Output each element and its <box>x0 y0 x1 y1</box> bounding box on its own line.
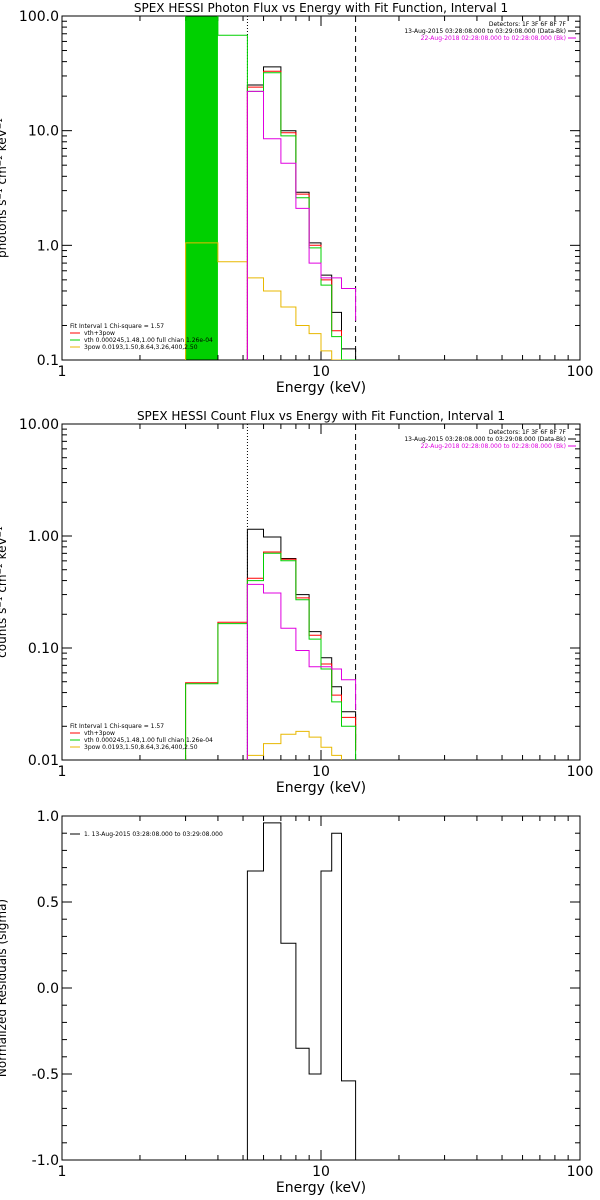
annotation-text: 13-Aug-2015 03:28:08.000 to 03:29:08.000… <box>404 28 566 35</box>
y-tick-label: 0.10 <box>28 641 59 657</box>
y-tick-label: 1.0 <box>37 809 59 825</box>
legend-entry-label: 3pow 0.0193,1.50,8.64,3.26,400,2.50 <box>84 744 198 751</box>
legend-entry-label: vth 0.000245,1.48,1.00 full chian 1.26e-… <box>84 337 213 344</box>
x-tick-label: 10 <box>312 1164 330 1180</box>
x-tick-label: 10 <box>312 364 330 380</box>
y-tick-label: -1.0 <box>32 1153 59 1169</box>
plot-area <box>185 16 357 360</box>
y-tick-label: 1.0 <box>37 238 59 254</box>
y-tick-label: 0.1 <box>37 353 59 369</box>
annotation-text: 13-Aug-2015 03:28:08.000 to 03:29:08.000… <box>404 436 566 443</box>
x-tick-label: 100 <box>567 1164 594 1180</box>
chart-panel-1: SPEX HESSI Photon Flux vs Energy with Fi… <box>0 1 594 396</box>
plot-area <box>185 528 357 760</box>
chart-title: SPEX HESSI Photon Flux vs Energy with Fi… <box>134 1 508 15</box>
x-axis-label: Energy (keV) <box>276 380 366 396</box>
chart-title: SPEX HESSI Count Flux vs Energy with Fit… <box>137 409 505 423</box>
annotation-text: Detectors: 1F 3F 6F 8F 7F <box>489 429 567 436</box>
chart-panel-2: SPEX HESSI Count Flux vs Energy with Fit… <box>0 409 593 796</box>
series-3-step-line <box>185 242 342 360</box>
x-tick-label: 10 <box>312 764 330 780</box>
x-axis-label: Energy (keV) <box>276 1180 366 1196</box>
series-4-step-line <box>246 90 357 360</box>
series-4-step-line <box>246 583 357 760</box>
y-tick-label: 100.0 <box>19 9 59 25</box>
legend-entry-label: vth+3pow <box>84 330 115 337</box>
annotation-text: Detectors: 1F 3F 6F 8F 7F <box>489 21 567 28</box>
chart-panel-3: 1 10 100 -1.0 -0.5 0.0 0.5 1.0 Energy (keV) Norma… <box>0 809 593 1196</box>
y-tick-label: 0.5 <box>37 895 59 911</box>
series-0-step-line <box>246 822 357 1160</box>
plot-frame <box>61 423 581 761</box>
legend-header: Fit Interval 1 Chi-square = 1.57 <box>70 723 164 730</box>
y-tick-label: -0.5 <box>32 1067 59 1083</box>
y-tick-label: 0.0 <box>37 981 59 997</box>
y-axis-label: photons s⁻¹ cm⁻² keV⁻¹ <box>0 118 9 258</box>
legend-entry-label: 1. 13-Aug-2015 03:28:08.000 to 03:29:08.… <box>84 831 223 838</box>
series-3-step-line <box>246 730 342 760</box>
series-2-step-line <box>185 552 357 760</box>
y-axis-label: counts s⁻¹ cm⁻² keV⁻¹ <box>0 526 9 658</box>
x-tick-label: 1 <box>58 1164 67 1180</box>
y-tick-label: 1.00 <box>28 529 59 545</box>
y-tick-label: 10.00 <box>19 417 59 433</box>
plot-frame <box>61 15 581 361</box>
y-tick-label: 10.0 <box>28 124 59 140</box>
y-axis-label: Normalized Residuals (sigma) <box>0 899 9 1077</box>
legend-entry-label: 3pow 0.0193,1.50,8.64,3.26,400,2.50 <box>84 344 198 351</box>
plot-area <box>246 822 357 1160</box>
legend-entry-label: vth 0.000245,1.48,1.00 full chian 1.26e-… <box>84 737 213 744</box>
annotation-text: 22-Aug-2018 02:28:08.000 to 02:28:08.000… <box>421 443 566 450</box>
x-tick-label: 1 <box>58 364 67 380</box>
x-tick-label: 1 <box>58 764 67 780</box>
x-tick-label: 100 <box>567 764 594 780</box>
annotation-text: 22-Aug-2018 02:28:08.000 to 02:28:08.000… <box>421 35 566 42</box>
legend-entry-label: vth+3pow <box>84 730 115 737</box>
legend-header: Fit Interval 1 Chi-square = 1.57 <box>70 323 164 330</box>
fill-region <box>185 16 218 360</box>
series-1-step-line <box>185 551 357 760</box>
x-tick-label: 100 <box>567 364 594 380</box>
y-tick-label: 0.01 <box>28 753 59 769</box>
x-axis-label: Energy (keV) <box>276 780 366 796</box>
